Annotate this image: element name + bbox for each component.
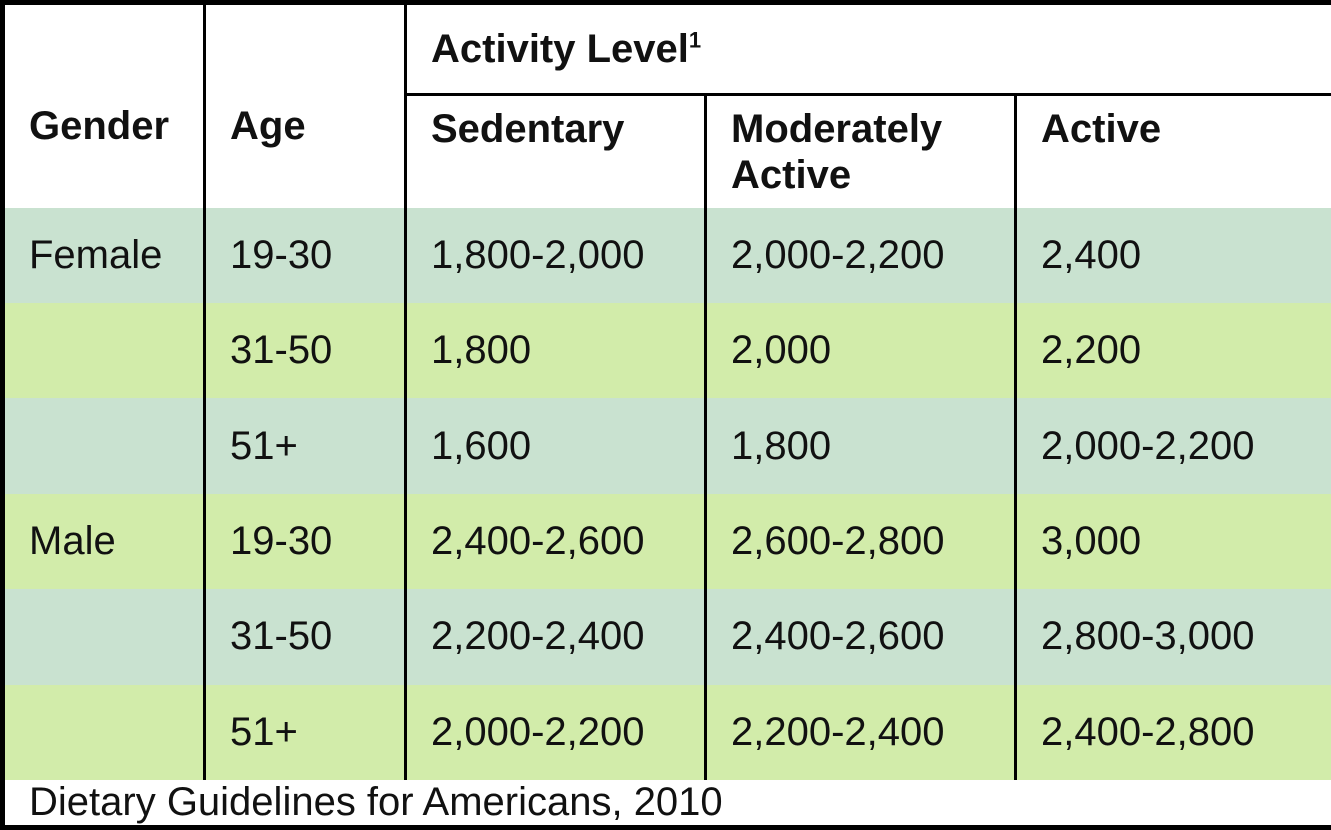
header-activity-level: Activity Level1 [404, 2, 1331, 96]
cell-age: 31-50 [203, 302, 406, 399]
table-body: Female 19-30 1,800-2,000 2,000-2,200 2,4… [1, 207, 1331, 780]
cell-sedentary: 1,600 [404, 398, 706, 494]
cell-sedentary: 1,800-2,000 [404, 207, 706, 303]
cell-gender [1, 302, 205, 399]
cell-moderately-active: 1,800 [704, 398, 1016, 494]
cell-gender [1, 398, 205, 494]
cell-sedentary: 2,000-2,200 [404, 684, 706, 780]
header-moderately-active: Moderately Active [704, 94, 1016, 208]
table-row: 31-50 1,800 2,000 2,200 [1, 302, 1331, 399]
header-gender: Gender [1, 2, 205, 208]
header-active: Active [1014, 94, 1331, 208]
cell-active: 2,400 [1014, 207, 1331, 303]
cell-gender [1, 684, 205, 780]
cell-gender: Male [1, 493, 205, 590]
table-header-row-columns: Sedentary Moderately Active Active [3, 94, 1331, 208]
cell-active: 3,000 [1014, 493, 1331, 590]
cell-active: 2,400-2,800 [1014, 684, 1331, 780]
table-row: 51+ 1,600 1,800 2,000-2,200 [1, 398, 1331, 494]
cell-sedentary: 2,400-2,600 [404, 493, 706, 590]
table-header-row-group: Gender Age Activity Level1 [1, 2, 1331, 208]
cell-age: 19-30 [203, 207, 406, 303]
header-activity-level-label: Activity Level [431, 26, 689, 71]
cell-moderately-active: 2,000 [704, 302, 1016, 399]
cell-age: 51+ [203, 684, 406, 780]
table-header: Gender Age Activity Level1 Sedentary Mod… [1, 2, 1331, 208]
footnote-marker: 1 [688, 27, 702, 53]
source-row: Dietary Guidelines for Americans, 2010 [2, 780, 1331, 828]
header-sedentary: Sedentary [404, 94, 706, 208]
cell-moderately-active: 2,000-2,200 [704, 207, 1016, 303]
cell-gender [1, 589, 205, 685]
cell-age: 51+ [203, 398, 406, 494]
cell-moderately-active: 2,200-2,400 [704, 684, 1016, 780]
source-note: Dietary Guidelines for Americans, 2010 [2, 780, 1331, 828]
cell-sedentary: 2,200-2,400 [404, 589, 706, 685]
cell-active: 2,800-3,000 [1014, 589, 1331, 685]
cell-active: 2,200 [1014, 302, 1331, 399]
cell-age: 19-30 [203, 493, 406, 590]
table-footer: Dietary Guidelines for Americans, 2010 [2, 780, 1331, 828]
table-row: 31-50 2,200-2,400 2,400-2,600 2,800-3,00… [1, 589, 1331, 685]
table-row: Female 19-30 1,800-2,000 2,000-2,200 2,4… [1, 207, 1331, 303]
cell-sedentary: 1,800 [404, 302, 706, 399]
header-age: Age [203, 2, 406, 208]
table-row: Male 19-30 2,400-2,600 2,600-2,800 3,000 [1, 493, 1331, 590]
cell-moderately-active: 2,600-2,800 [704, 493, 1016, 590]
cell-active: 2,000-2,200 [1014, 398, 1331, 494]
cell-gender: Female [1, 207, 205, 303]
table-row: 51+ 2,000-2,200 2,200-2,400 2,400-2,800 [1, 684, 1331, 780]
cell-age: 31-50 [203, 589, 406, 685]
cell-moderately-active: 2,400-2,600 [704, 589, 1016, 685]
